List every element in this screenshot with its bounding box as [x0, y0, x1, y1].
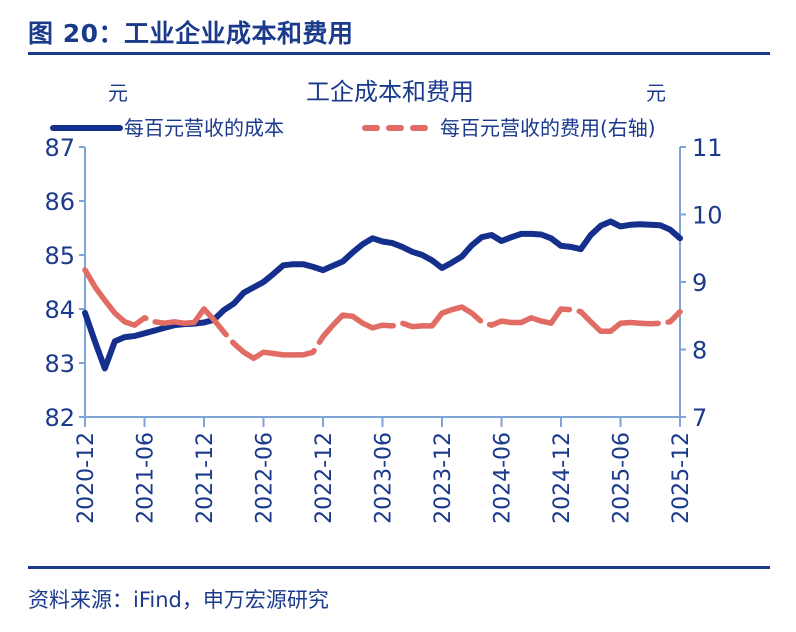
- left-tick-label: 86: [44, 188, 75, 216]
- legend-label-cost: 每百元营收的成本: [124, 116, 284, 140]
- x-tick-label: 2025-12: [669, 432, 694, 524]
- right-tick-label: 10: [692, 202, 723, 230]
- x-tick-label: 2023-12: [431, 432, 456, 524]
- x-tick-label: 2024-12: [550, 432, 575, 524]
- x-tick-label: 2022-06: [253, 432, 278, 524]
- left-tick-label: 85: [44, 242, 75, 270]
- figure-title: 图 20：工业企业成本和费用: [28, 19, 354, 48]
- x-tick-label: 2021-06: [134, 432, 159, 524]
- x-tick-label: 2024-06: [491, 432, 516, 524]
- title-rule: [28, 52, 770, 55]
- left-tick-label: 83: [44, 350, 75, 378]
- left-tick-label: 84: [44, 296, 75, 324]
- legend-label-expense: 每百元营收的费用(右轴): [440, 116, 656, 140]
- right-tick-label: 7: [692, 404, 707, 432]
- x-tick-label: 2023-06: [372, 432, 397, 524]
- legend: 每百元营收的成本 每百元营收的费用(右轴): [50, 116, 656, 140]
- left-tick-label: 87: [44, 134, 75, 162]
- right-unit: 元: [646, 81, 666, 105]
- right-tick-label: 8: [692, 337, 707, 365]
- left-tick-label: 82: [44, 404, 75, 432]
- source-note: 资料来源：iFind，申万宏源研究: [28, 588, 329, 612]
- x-tick-label: 2025-06: [610, 432, 635, 524]
- cost-series-line: [82, 218, 683, 372]
- right-tick-label: 9: [692, 269, 707, 297]
- x-tick-label: 2021-12: [193, 432, 218, 524]
- x-tick-label: 2020-12: [74, 432, 99, 524]
- left-unit: 元: [108, 81, 128, 105]
- source-rule: [28, 566, 770, 569]
- right-tick-label: 11: [692, 134, 723, 162]
- chart-title: 工企成本和费用: [306, 78, 474, 106]
- expense-series-line: [82, 267, 683, 362]
- x-tick-label: 2022-12: [312, 432, 337, 524]
